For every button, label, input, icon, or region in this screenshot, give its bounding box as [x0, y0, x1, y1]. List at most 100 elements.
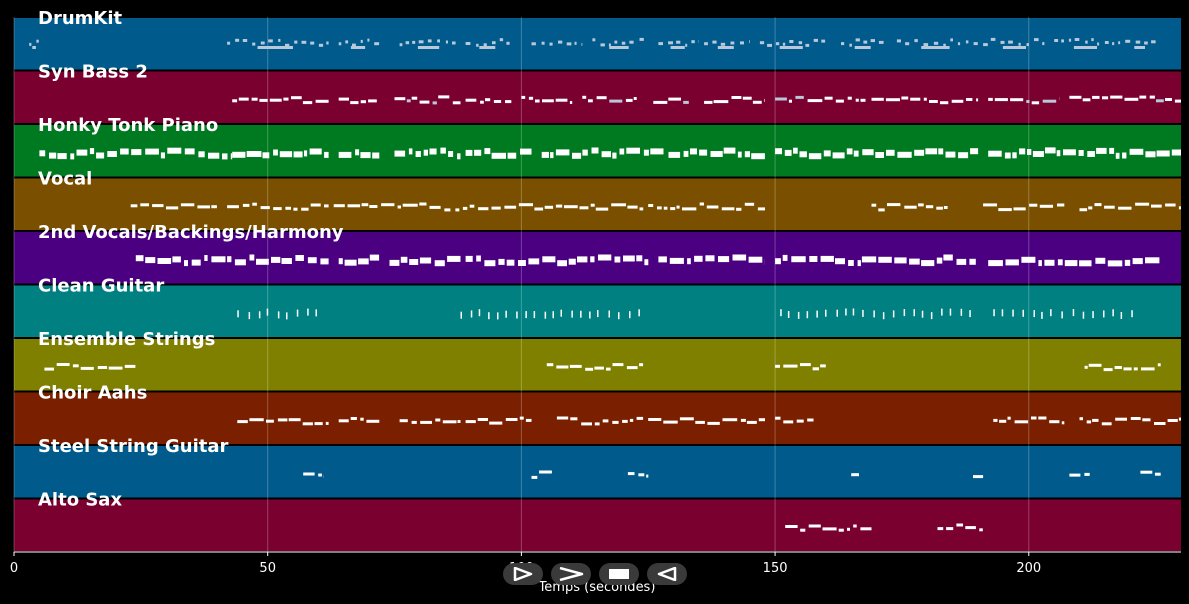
note-cluster-2-2	[338, 149, 380, 159]
notes-layer	[29, 37, 1181, 532]
track-band-8	[14, 446, 1181, 498]
note-cluster-6-2	[775, 363, 826, 371]
note-cluster-0-10	[841, 38, 884, 49]
note-cluster-1-10	[988, 97, 1060, 105]
note-cluster-4-2	[389, 255, 461, 267]
note-cluster-1-7	[704, 96, 765, 104]
note-cluster-4-1	[338, 254, 380, 266]
note-cluster-3-5	[871, 203, 948, 212]
note-cluster-8-2	[627, 472, 649, 478]
note-cluster-0-6	[592, 37, 644, 49]
note-cluster-0-9	[759, 38, 826, 49]
note-cluster-3-1	[227, 202, 329, 211]
note-cluster-2-8	[988, 147, 1181, 159]
note-cluster-7-3	[465, 416, 532, 425]
labels-layer: DrumKit Syn Bass 2 Honky Tonk Piano Vocal 2n…	[38, 8, 344, 511]
note-cluster-7-2	[399, 418, 461, 424]
x-tick-label-0: 0	[10, 561, 18, 576]
track-band-9	[14, 499, 1181, 551]
note-cluster-8-6	[1140, 470, 1161, 476]
track-band-7	[14, 392, 1181, 444]
note-cluster-1-6	[653, 97, 689, 104]
x-tick-label-1: 50	[259, 561, 276, 576]
note-cluster-0-14	[1125, 39, 1156, 49]
x-tick-label-4: 200	[1016, 561, 1041, 576]
note-cluster-7-5	[648, 417, 765, 425]
track-band-0	[14, 18, 1181, 70]
play-button[interactable]	[503, 563, 543, 585]
rewind-icon	[657, 567, 677, 581]
track-label-2: Honky Tonk Piano	[38, 115, 218, 136]
note-cluster-0-7	[658, 40, 699, 49]
note-cluster-7-0	[237, 418, 329, 426]
note-cluster-9-0	[785, 524, 872, 532]
note-cluster-8-5	[1069, 472, 1090, 477]
note-cluster-0-5	[531, 40, 583, 46]
note-cluster-4-0	[135, 254, 329, 267]
note-cluster-0-8	[704, 40, 750, 49]
note-cluster-0-1	[227, 38, 329, 49]
note-cluster-4-5	[775, 254, 976, 267]
note-cluster-4-4	[658, 254, 765, 265]
note-cluster-1-9	[871, 96, 979, 105]
note-cluster-2-0	[39, 147, 233, 160]
note-cluster-2-1	[232, 148, 329, 159]
stop-button[interactable]	[599, 563, 639, 585]
rewind-button[interactable]	[647, 563, 687, 585]
note-cluster-3-2	[333, 202, 451, 212]
note-cluster-1-8	[775, 95, 866, 103]
note-cluster-6-3	[1084, 363, 1161, 372]
note-cluster-1-11	[1069, 95, 1181, 103]
note-cluster-5-0	[237, 308, 317, 320]
track-label-1: Syn Bass 2	[38, 62, 148, 83]
track-label-3: Vocal	[38, 169, 92, 190]
note-cluster-1-3	[465, 98, 512, 104]
note-cluster-9-1	[937, 523, 983, 532]
note-cluster-7-1	[338, 417, 380, 423]
note-cluster-6-1	[546, 363, 644, 371]
note-cluster-8-4	[973, 475, 984, 479]
note-cluster-6-0	[44, 363, 136, 371]
note-cluster-7-6	[775, 416, 814, 424]
note-cluster-4-3	[465, 254, 649, 267]
note-cluster-0-13	[1054, 38, 1121, 49]
tracks-layer	[14, 18, 1181, 551]
track-label-8: Steel String Guitar	[38, 436, 229, 457]
note-cluster-1-2	[394, 95, 461, 105]
note-cluster-2-3	[394, 147, 461, 160]
stop-icon	[609, 569, 629, 579]
note-cluster-0-4	[465, 38, 510, 49]
fast-forward-button[interactable]	[551, 563, 591, 585]
note-cluster-0-11	[896, 38, 978, 49]
note-cluster-2-4	[465, 148, 532, 159]
note-cluster-3-0	[130, 203, 217, 210]
play-icon	[513, 567, 533, 581]
note-cluster-8-1	[531, 470, 552, 479]
note-cluster-1-4	[521, 95, 573, 104]
note-cluster-5-1	[460, 309, 640, 320]
note-cluster-2-7	[775, 147, 979, 160]
note-cluster-7-8	[1079, 417, 1181, 426]
note-cluster-0-0	[29, 39, 39, 49]
track-label-5: Clean Guitar	[38, 276, 164, 297]
note-cluster-0-2	[338, 38, 380, 49]
note-cluster-3-6	[983, 203, 1065, 212]
track-label-7: Choir Aahs	[38, 383, 147, 404]
note-cluster-7-4	[556, 416, 644, 426]
note-cluster-2-6	[668, 147, 765, 160]
playback-controls	[503, 563, 687, 587]
x-tick-label-3: 150	[763, 561, 788, 576]
note-cluster-5-2	[780, 308, 971, 320]
note-cluster-7-7	[993, 416, 1065, 425]
track-band-6	[14, 339, 1181, 391]
track-label-6: Ensemble Strings	[38, 329, 215, 350]
track-band-4	[14, 232, 1181, 284]
grid-layer	[13, 17, 1030, 552]
note-cluster-3-3	[455, 203, 644, 212]
note-cluster-1-5	[582, 95, 637, 103]
note-cluster-8-0	[303, 472, 324, 479]
track-label-4: 2nd Vocals/Backings/Harmony	[38, 222, 344, 243]
note-cluster-8-3	[851, 473, 859, 477]
note-cluster-1-1	[338, 97, 377, 105]
